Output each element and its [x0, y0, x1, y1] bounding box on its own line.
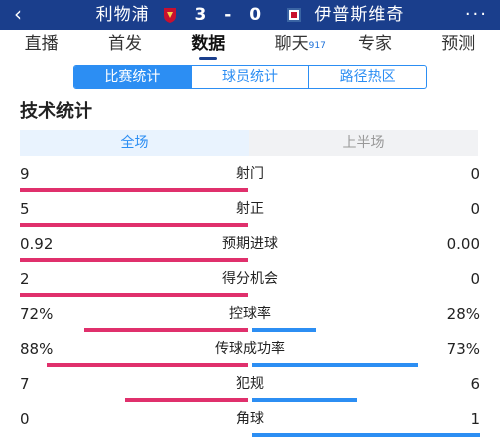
stat-away-value: 6 — [470, 375, 480, 393]
tab-predictions[interactable]: 预测 — [441, 34, 476, 54]
home-score: 3 — [194, 5, 213, 25]
stat-home-bar — [47, 363, 248, 367]
subtab-player-stats[interactable]: 球员统计 — [192, 66, 310, 88]
stat-home-bar-track — [20, 398, 248, 402]
stat-home-value: 2 — [20, 270, 30, 288]
chat-count-badge: 917 — [308, 41, 326, 51]
away-team-name: 伊普斯维奇 — [314, 5, 405, 25]
home-team-crest-icon — [164, 8, 177, 23]
score-separator: - — [224, 5, 238, 25]
stats-subtabs: 比赛统计 球员统计 路径热区 — [73, 65, 427, 89]
stat-label: 射门 — [236, 166, 264, 182]
stat-away-value: 0.00 — [446, 235, 480, 253]
stat-away-value: 0 — [470, 165, 480, 183]
stat-away-bar — [252, 328, 316, 332]
stat-label: 角球 — [236, 411, 264, 427]
more-icon[interactable]: ··· — [464, 4, 488, 25]
tab-chat[interactable]: 聊天 917 — [250, 30, 333, 60]
stat-home-bar — [83, 328, 248, 332]
stat-home-value: 5 — [20, 200, 30, 218]
stat-home-value: 0.92 — [20, 235, 54, 253]
stat-home-bar — [20, 223, 248, 227]
stat-home-bar-track — [20, 328, 248, 332]
stat-away-bar-track — [252, 398, 480, 402]
away-score: 0 — [249, 5, 268, 25]
stat-home-value: 9 — [20, 165, 30, 183]
stat-away-bar-track — [252, 433, 480, 437]
stat-away-value: 1 — [470, 410, 480, 428]
stat-label: 犯规 — [236, 376, 264, 392]
match-nav-tabs: 直播 首发 数据 聊天 917 专家 预测 — [0, 30, 500, 60]
stat-home-bar — [124, 398, 248, 402]
tab-data[interactable]: 数据 — [167, 30, 250, 60]
stat-label: 控球率 — [229, 306, 271, 322]
stat-home-value: 72% — [20, 305, 54, 323]
stat-home-bar-track — [20, 293, 248, 297]
stat-away-bar-track — [252, 363, 480, 367]
stat-away-value: 73% — [446, 340, 480, 358]
back-icon[interactable]: ‹ — [14, 2, 22, 26]
tab-live[interactable]: 直播 — [24, 34, 59, 54]
stat-away-bar-track — [252, 328, 480, 332]
tab-lineup[interactable]: 首发 — [107, 34, 142, 54]
stat-away-bar — [252, 363, 419, 367]
subtab-heat-zones[interactable]: 路径热区 — [339, 69, 396, 85]
stat-label: 预期进球 — [222, 236, 278, 252]
stat-row: 7 犯规 6 — [20, 375, 480, 405]
stat-away-bar — [252, 398, 357, 402]
stat-home-bar — [20, 258, 248, 262]
section-title: 技术统计 — [20, 101, 92, 122]
stat-row: 0.92 预期进球 0.00 — [20, 235, 480, 265]
stat-away-bar-track — [252, 223, 480, 227]
stat-home-bar-track — [20, 258, 248, 262]
stat-home-bar — [20, 188, 248, 192]
stat-row: 2 得分机会 0 — [20, 270, 480, 300]
stat-home-bar-track — [20, 433, 248, 437]
stat-row: 5 射正 0 — [20, 200, 480, 230]
stat-row: 9 射门 0 — [20, 165, 480, 195]
stat-home-bar — [20, 293, 248, 297]
subtab-match-stats[interactable]: 比赛统计 — [74, 66, 192, 88]
period-switch: 全场 上半场 — [20, 130, 478, 156]
stat-label: 得分机会 — [222, 271, 278, 287]
stat-row: 0 角球 1 — [20, 410, 480, 440]
period-full-match[interactable]: 全场 — [20, 130, 249, 156]
stat-home-value: 88% — [20, 340, 54, 358]
stat-label: 传球成功率 — [215, 341, 285, 357]
stat-away-value: 28% — [446, 305, 480, 323]
stat-home-bar-track — [20, 188, 248, 192]
stat-away-bar — [252, 433, 480, 437]
stat-row: 88% 传球成功率 73% — [20, 340, 480, 370]
stat-away-bar-track — [252, 188, 480, 192]
tab-experts[interactable]: 专家 — [357, 34, 392, 54]
period-first-half[interactable]: 上半场 — [342, 135, 385, 151]
stat-away-bar-track — [252, 293, 480, 297]
stat-away-bar-track — [252, 258, 480, 262]
stat-home-bar-track — [20, 223, 248, 227]
match-scoreline: 利物浦 3 - 0 伊普斯维奇 — [0, 5, 500, 25]
stat-away-value: 0 — [470, 270, 480, 288]
stat-home-value: 7 — [20, 375, 30, 393]
stat-away-value: 0 — [470, 200, 480, 218]
stat-home-value: 0 — [20, 410, 30, 428]
home-team-name: 利物浦 — [95, 5, 150, 25]
stat-label: 射正 — [236, 201, 264, 217]
stat-row: 72% 控球率 28% — [20, 305, 480, 335]
stat-home-bar-track — [20, 363, 248, 367]
away-team-crest-icon — [286, 8, 301, 22]
match-header: ‹ 利物浦 3 - 0 伊普斯维奇 ··· — [0, 0, 500, 30]
